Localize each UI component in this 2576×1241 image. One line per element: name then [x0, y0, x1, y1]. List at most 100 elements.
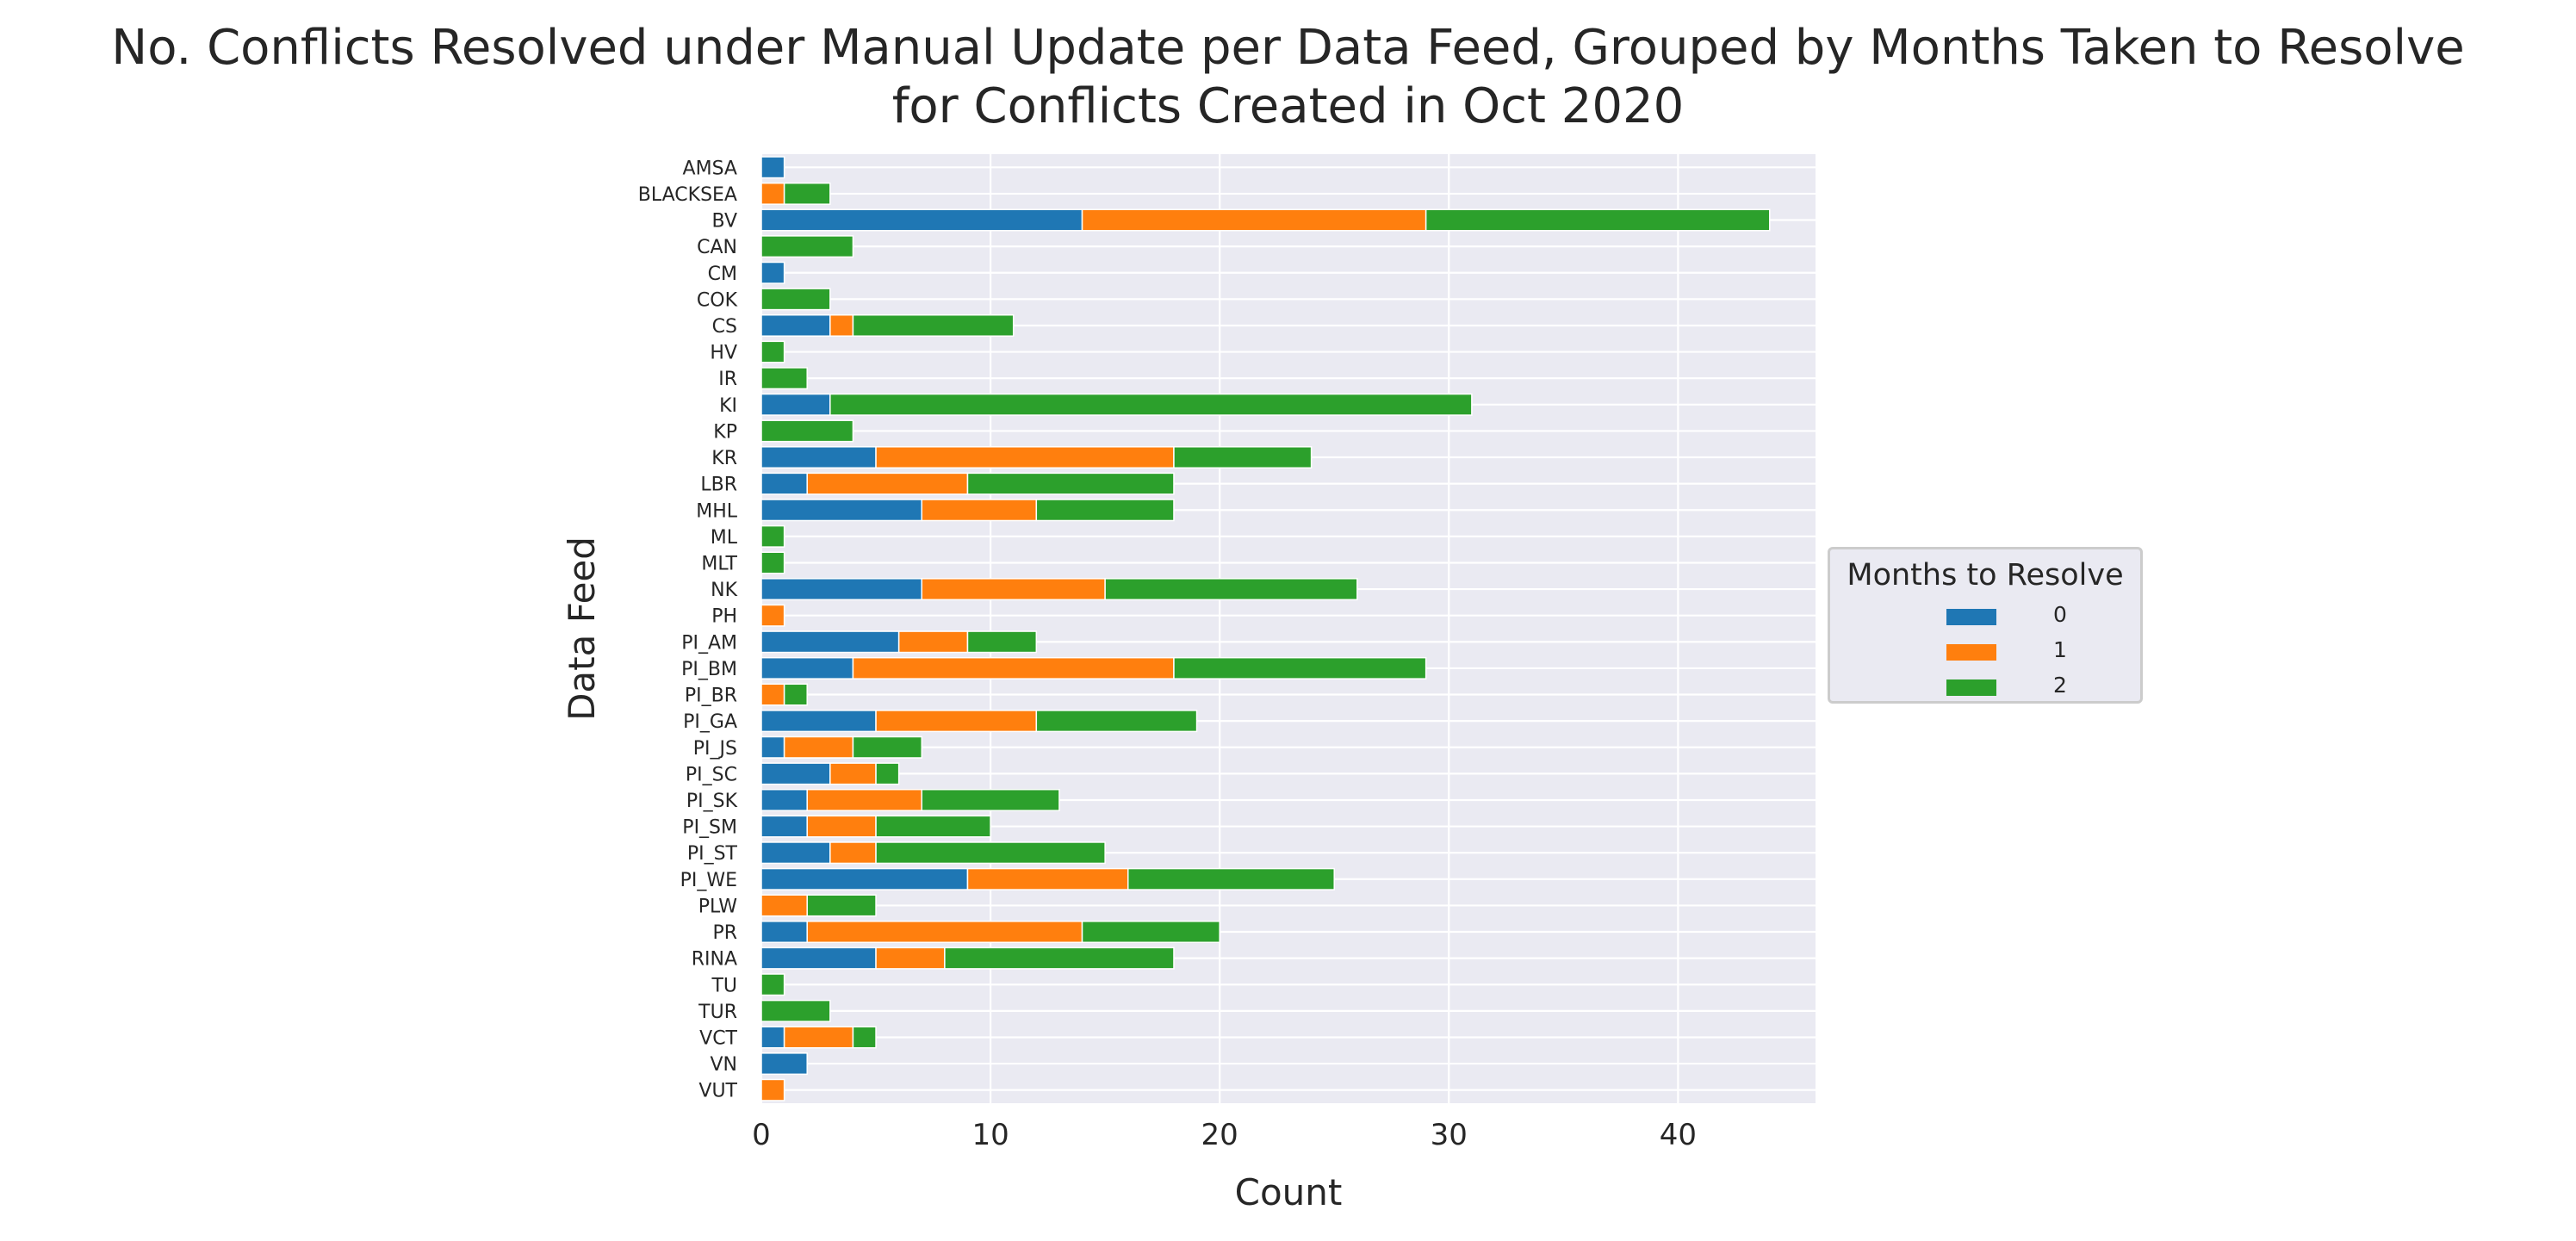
bar-segment	[783, 182, 831, 205]
y-tick-label: RINA	[692, 949, 737, 971]
plot-area	[761, 154, 1816, 1103]
bar-segment	[875, 841, 1106, 865]
bar-segment	[806, 472, 969, 495]
bar-segment	[760, 578, 923, 601]
x-tick-label: 30	[1431, 1118, 1468, 1152]
y-tick-label: LBR	[700, 475, 737, 496]
bar-segment	[875, 446, 1175, 469]
bar-segment	[829, 313, 854, 337]
x-tick-label: 0	[752, 1118, 771, 1152]
bar-segment	[760, 340, 785, 363]
bar-segment	[760, 604, 785, 627]
bar-segment	[966, 867, 1129, 890]
y-tick-label: PI_GA	[683, 711, 737, 733]
legend-swatch	[1946, 679, 1996, 696]
bar-segment	[966, 630, 1038, 654]
legend-swatch	[1946, 644, 1996, 661]
bar-segment	[783, 1026, 854, 1049]
y-tick-label: KR	[711, 448, 737, 469]
bar-segment	[1081, 921, 1220, 944]
bar-segment	[760, 182, 785, 205]
y-tick-label: PLW	[698, 896, 738, 917]
bar-segment	[760, 156, 785, 179]
y-tick-label: CAN	[697, 237, 737, 258]
bar-segment	[966, 472, 1175, 495]
bar-segment	[760, 788, 808, 811]
bar-segment	[760, 419, 854, 443]
y-tick-label: PI_SC	[686, 764, 737, 785]
bar-segment	[829, 393, 1473, 416]
bar-segment	[1425, 208, 1771, 232]
bar-segment	[760, 551, 785, 574]
bar-segment	[944, 946, 1175, 970]
bar-segment	[760, 208, 1083, 232]
legend-label: 1	[2053, 637, 2067, 662]
bar-segment	[806, 894, 877, 917]
grid-lines	[760, 154, 1816, 1103]
y-tick-label: VCT	[699, 1027, 737, 1049]
y-tick-label: KI	[719, 395, 737, 417]
bar-segment	[1035, 499, 1175, 522]
bar-segment	[921, 788, 1060, 811]
bar-segment	[760, 815, 808, 838]
bar-segment	[852, 735, 923, 759]
y-tick-label: PI_SM	[682, 817, 737, 839]
bar-segment	[1127, 867, 1335, 890]
bar-segment	[829, 762, 877, 785]
bar-segment	[1035, 710, 1198, 733]
legend-swatch	[1946, 609, 1996, 625]
legend-title: Months to Resolve	[1847, 558, 2124, 593]
x-tick-label: 40	[1660, 1118, 1697, 1152]
y-tick-label: PI_BR	[685, 686, 737, 707]
y-tick-label: PI_BM	[681, 659, 737, 680]
y-tick-label: HV	[710, 343, 737, 364]
y-tick-label: IR	[718, 369, 737, 390]
bar-segment	[760, 735, 785, 759]
x-tick-label: 20	[1201, 1118, 1238, 1152]
legend-label: 0	[2053, 602, 2067, 627]
bar-segment	[1173, 446, 1313, 469]
y-tick-label: VN	[710, 1054, 737, 1076]
bar-segment	[760, 710, 877, 733]
y-tick-label: TUR	[698, 1002, 737, 1023]
y-tick-label: COK	[697, 289, 738, 311]
bar-segment	[783, 735, 854, 759]
bar-segment	[760, 656, 854, 679]
bar-segment	[760, 235, 854, 258]
bar-segment	[760, 313, 831, 337]
chart-title-line-1: No. Conflicts Resolved under Manual Upda…	[111, 20, 2465, 76]
bar-segment	[875, 710, 1038, 733]
bar-segment	[806, 815, 877, 838]
y-tick-label: MHL	[696, 500, 738, 522]
y-tick-label: PI_SK	[686, 791, 738, 812]
bar-segment	[760, 367, 808, 390]
bar-segment	[760, 867, 969, 890]
bar-segment	[806, 921, 1083, 944]
x-tick-label: 10	[971, 1118, 1009, 1152]
y-tick-label: CS	[712, 316, 737, 338]
y-tick-label: NK	[711, 580, 737, 601]
bar-segment	[852, 313, 1015, 337]
y-tick-label: PH	[711, 606, 737, 628]
bar-segment	[760, 973, 785, 996]
y-tick-label: VUT	[698, 1081, 737, 1102]
bar-segment	[760, 393, 831, 416]
x-tick-labels: 0 10 20 30 40	[752, 1118, 1697, 1152]
bar-segment	[760, 630, 900, 654]
bar-segment	[760, 261, 785, 284]
bar-segment	[760, 841, 831, 865]
y-tick-label: ML	[711, 527, 738, 549]
bars	[760, 156, 1771, 1101]
legend-label: 2	[2053, 673, 2067, 698]
y-tick-label: BLACKSEA	[638, 184, 737, 206]
chart-title-line-2: for Conflicts Created in Oct 2020	[891, 78, 1685, 134]
x-axis-label: Count	[1235, 1171, 1343, 1213]
bar-segment	[1104, 578, 1358, 601]
bar-segment	[852, 656, 1175, 679]
y-tick-label: PI_WE	[680, 870, 737, 891]
y-tick-label: PI_ST	[687, 843, 738, 865]
bar-segment	[760, 999, 831, 1022]
y-tick-label: BV	[712, 211, 737, 233]
bar-segment	[1081, 208, 1427, 232]
